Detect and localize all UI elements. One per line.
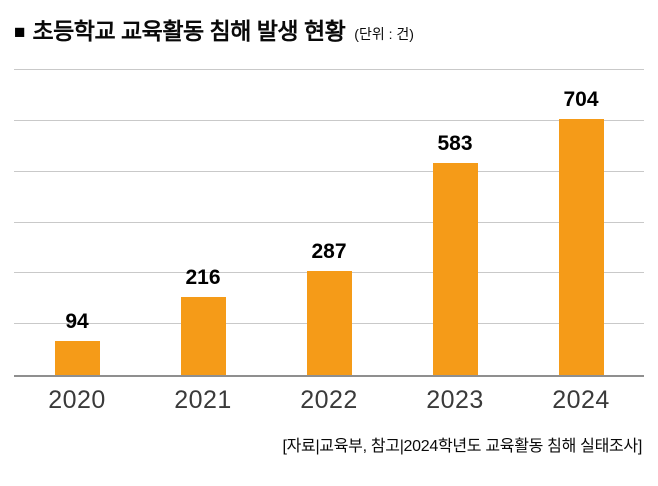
bar-group: 287 — [266, 70, 392, 375]
title-bullet-icon: ■ — [14, 22, 26, 43]
bar — [180, 296, 226, 375]
bar-value-label: 216 — [185, 265, 221, 289]
bar-value-label: 583 — [437, 132, 473, 156]
chart-header: ■ 초등학교 교육활동 침해 발생 현황 (단위 : 건) — [14, 12, 644, 46]
unit-label: (단위 : 건) — [354, 26, 414, 42]
bar — [306, 270, 352, 375]
bar — [558, 119, 604, 375]
x-axis-label: 2024 — [552, 386, 610, 414]
x-axis-label: 2023 — [426, 386, 484, 414]
bar-value-label: 287 — [311, 239, 347, 263]
bar-chart: 94 216 287 583 704 2020 2021 2022 2023 2024 — [14, 69, 644, 415]
bar-group: 583 — [392, 70, 518, 375]
bar-value-label: 704 — [563, 88, 599, 112]
chart-title: 초등학교 교육활동 침해 발생 현황 — [32, 18, 346, 44]
x-axis-label: 2022 — [300, 386, 358, 414]
gridline — [14, 119, 644, 121]
bar-value-label: 94 — [65, 309, 89, 333]
bar-group: 94 — [14, 70, 140, 375]
bar — [432, 163, 478, 375]
plot-area: 94 216 287 583 704 — [14, 69, 644, 377]
gridline — [14, 221, 644, 223]
gridline — [14, 170, 644, 172]
bar — [54, 340, 100, 375]
x-axis-label: 2021 — [174, 386, 232, 414]
x-axis: 2020 2021 2022 2023 2024 — [14, 386, 644, 415]
bar-group: 216 — [140, 70, 266, 375]
source-note: [자료|교육부, 참고|2024학년도 교육활동 침해 실태조사] — [282, 438, 642, 455]
x-axis-label: 2020 — [48, 386, 106, 414]
gridline — [14, 69, 644, 70]
bar-group: 704 — [518, 70, 644, 375]
bars-row: 94 216 287 583 704 — [14, 70, 644, 375]
